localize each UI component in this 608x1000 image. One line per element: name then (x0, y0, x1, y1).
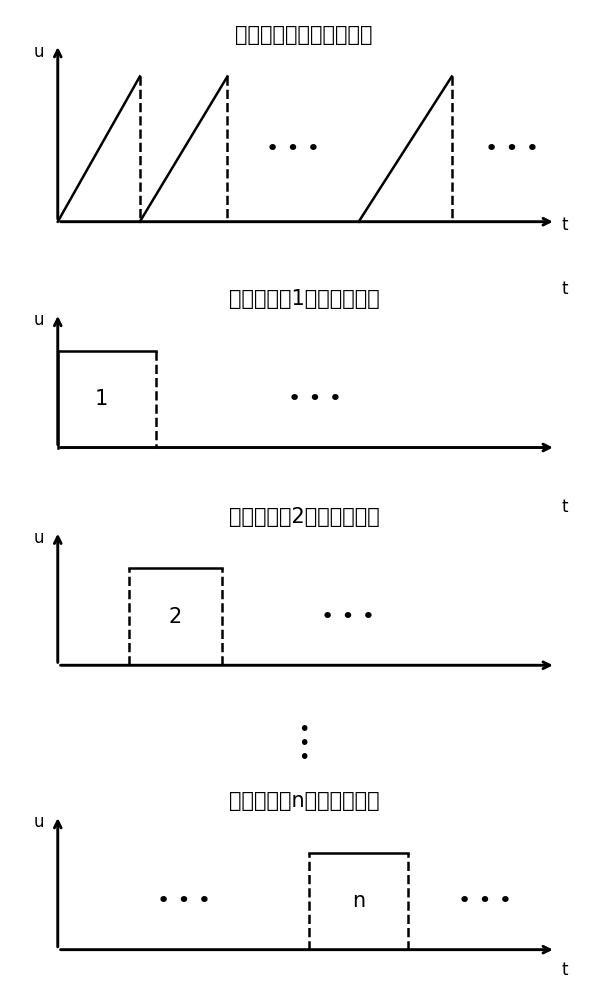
Text: •: • (299, 748, 309, 767)
Text: • • •: • • • (485, 139, 539, 159)
Text: t: t (561, 216, 568, 234)
Text: u: u (33, 813, 44, 831)
Text: t: t (561, 280, 568, 298)
Text: •: • (299, 734, 309, 753)
Text: 光开关支路n电压控制信号: 光开关支路n电压控制信号 (229, 791, 379, 811)
Text: 压电陶瓷片驱动电压信号: 压电陶瓷片驱动电压信号 (235, 25, 373, 45)
Text: u: u (33, 529, 44, 547)
Text: t: t (561, 961, 568, 979)
Text: 2: 2 (169, 607, 182, 627)
Text: • • •: • • • (288, 389, 342, 409)
Text: u: u (33, 43, 44, 61)
Text: • • •: • • • (157, 891, 210, 911)
Text: • • •: • • • (266, 139, 320, 159)
Text: n: n (352, 891, 365, 911)
Text: t: t (561, 498, 568, 516)
Text: u: u (33, 311, 44, 329)
Text: 1: 1 (95, 389, 108, 409)
Text: • • •: • • • (321, 607, 375, 627)
Text: 光开关支路2电压控制信号: 光开关支路2电压控制信号 (229, 507, 379, 527)
Text: 光开关支路1电压控制信号: 光开关支路1电压控制信号 (229, 289, 379, 309)
Text: •: • (299, 720, 309, 739)
Text: • • •: • • • (458, 891, 511, 911)
